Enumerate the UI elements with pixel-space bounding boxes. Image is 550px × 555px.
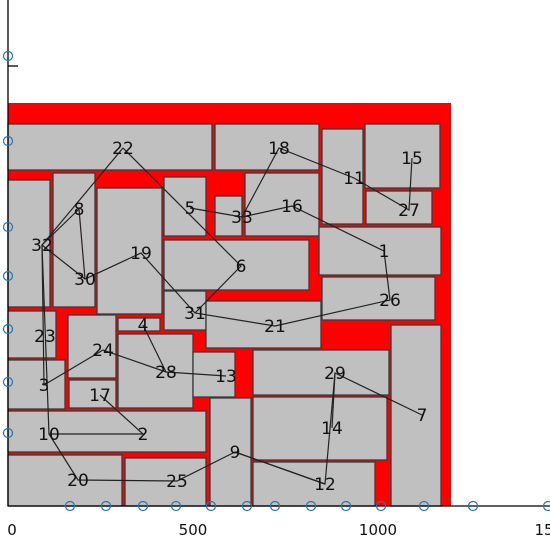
box-label-19: 19: [130, 244, 152, 264]
box-label-28: 28: [155, 363, 177, 383]
box-label-21: 21: [264, 317, 286, 337]
box-label-17: 17: [89, 386, 111, 406]
box-label-14: 14: [321, 419, 343, 439]
box-label-15: 15: [401, 149, 423, 169]
box-label-29: 29: [324, 364, 346, 384]
box-label-6: 6: [236, 257, 247, 277]
packed-box: [253, 350, 389, 395]
packed-box: [8, 360, 65, 409]
box-label-31: 31: [184, 304, 206, 324]
box-label-8: 8: [74, 200, 85, 220]
box-label-9: 9: [230, 443, 241, 463]
box-label-16: 16: [281, 197, 303, 217]
box-label-18: 18: [268, 139, 290, 159]
x-tick-label-500: 500: [179, 521, 208, 539]
box-label-32: 32: [31, 236, 53, 256]
box-label-20: 20: [67, 471, 89, 491]
packed-box: [215, 124, 319, 170]
box-label-12: 12: [314, 475, 336, 495]
tick-labels-group: 0 500 1000 15: [7, 521, 550, 539]
box-label-4: 4: [138, 316, 149, 336]
box-label-11: 11: [343, 169, 365, 189]
box-label-3: 3: [39, 376, 50, 396]
packed-box: [253, 397, 387, 460]
box-label-27: 27: [398, 201, 420, 221]
box-label-23: 23: [34, 327, 56, 347]
box-label-5: 5: [185, 199, 196, 219]
box-label-26: 26: [379, 291, 401, 311]
box-label-25: 25: [166, 472, 188, 492]
box-label-30: 30: [74, 270, 96, 290]
box-label-10: 10: [38, 425, 60, 445]
x-tick-label-1000: 1000: [359, 521, 397, 539]
box-label-13: 13: [215, 367, 237, 387]
box-label-2: 2: [138, 425, 149, 445]
box-label-33: 33: [231, 208, 253, 228]
box-label-7: 7: [417, 406, 428, 426]
box-label-1: 1: [379, 242, 390, 262]
x-tick-label-1500: 15: [534, 521, 550, 539]
box-label-22: 22: [112, 139, 134, 159]
x-tick-label-0: 0: [7, 521, 17, 539]
box-label-24: 24: [92, 341, 114, 361]
